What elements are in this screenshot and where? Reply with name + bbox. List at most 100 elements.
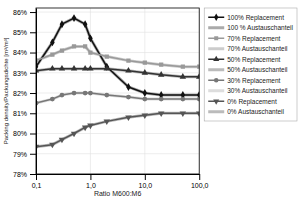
y-tick-label: 79%	[13, 150, 27, 157]
y-tick-mark	[30, 12, 36, 13]
y-tick-label: 85%	[13, 29, 27, 36]
legend-marker	[214, 36, 218, 40]
background	[0, 0, 300, 200]
legend-swatch	[208, 110, 224, 113]
series-marker	[180, 97, 185, 102]
y-tick: 78%	[13, 171, 36, 178]
legend-item: 0% Replacement	[208, 98, 277, 106]
series-line	[36, 46, 199, 66]
legend-label: 70% Replacement	[227, 35, 280, 43]
series-marker	[88, 91, 93, 96]
y-tick: 83%	[13, 70, 36, 77]
legend-marker	[214, 14, 218, 21]
legend-label: 0% Replacement	[227, 98, 277, 106]
y-tick-label: 80%	[13, 130, 27, 137]
series-marker	[104, 120, 110, 126]
series-marker	[72, 91, 77, 96]
legend-label: 30% Austauschanteil	[227, 87, 288, 94]
series-marker	[126, 83, 131, 91]
x-tick-label: 0,1	[32, 182, 42, 189]
series-marker	[60, 93, 65, 98]
plot-frame	[36, 8, 199, 174]
y-tick-mark	[30, 154, 36, 155]
series	[36, 113, 199, 146]
series-marker	[158, 71, 164, 77]
x-tick: 100,0	[191, 174, 209, 189]
legend-item: 70% Replacement	[208, 35, 280, 43]
series-marker	[142, 97, 147, 102]
y-tick-mark	[30, 113, 36, 114]
series	[36, 91, 199, 106]
series-marker	[126, 59, 130, 63]
series-marker	[105, 54, 109, 58]
series	[36, 65, 199, 79]
x-axis-title: Ratio M600:M6	[94, 190, 142, 197]
series-marker	[126, 95, 131, 100]
y-axis-line	[36, 9, 37, 175]
series-marker	[83, 20, 88, 28]
series-marker	[60, 48, 64, 52]
legend-label: 100% Replacement	[227, 14, 284, 22]
series-marker	[83, 91, 88, 96]
series-marker	[105, 63, 110, 71]
series-marker	[181, 65, 185, 69]
series	[36, 18, 199, 95]
y-tick-label: 82%	[13, 90, 27, 97]
y-grid-line	[36, 153, 199, 154]
series-marker	[82, 65, 88, 71]
legend-marker	[213, 56, 219, 61]
series-marker	[143, 61, 147, 65]
legend-label: 30% Replacement	[227, 77, 280, 85]
series-marker	[50, 97, 55, 102]
legend-box	[204, 8, 297, 121]
plot: 0,11,010,0100,078%79%80%81%82%83%84%85%8…	[13, 8, 209, 189]
series-marker	[50, 38, 55, 46]
y-grid-line	[36, 72, 199, 73]
series-line	[36, 46, 199, 66]
series	[36, 14, 199, 99]
y-tick-mark	[30, 53, 36, 54]
x-tick-mark	[36, 174, 37, 180]
series	[36, 46, 199, 66]
series-line	[36, 113, 199, 146]
series-marker	[72, 14, 77, 22]
series-marker	[87, 124, 93, 130]
y-tick-label: 78%	[13, 171, 27, 178]
y-grid-line	[36, 12, 199, 13]
grid	[36, 8, 199, 174]
legend-swatch	[208, 68, 224, 71]
legend: 100% Replacement100 % Austauschanteil70%…	[204, 8, 297, 121]
legend-swatch	[208, 89, 224, 92]
legend-marker	[213, 99, 219, 104]
series-marker	[159, 97, 164, 102]
y-axis: 78%79%80%81%82%83%84%85%86%	[13, 9, 37, 178]
x-tick-mark	[90, 174, 91, 180]
legend-label: 70% Austauschanteil	[227, 45, 288, 52]
series-marker	[88, 50, 92, 54]
series-marker	[49, 143, 55, 149]
series-marker	[59, 65, 65, 71]
x-axis-line	[37, 174, 200, 175]
y-tick-label: 84%	[13, 49, 27, 56]
series-marker	[143, 89, 148, 97]
y-tick: 80%	[13, 130, 36, 137]
legend-item: 50% Austauschanteil	[208, 66, 288, 73]
series-marker	[88, 34, 93, 42]
series-marker	[142, 113, 148, 119]
y-tick: 79%	[13, 150, 36, 157]
legend-swatch	[208, 26, 224, 29]
y-tick: 81%	[13, 110, 36, 117]
y-tick-mark	[30, 73, 36, 74]
series-marker	[82, 126, 88, 132]
x-tick: 0,1	[32, 174, 42, 189]
legend-marker	[214, 78, 219, 83]
y-tick: 82%	[13, 90, 36, 97]
series-marker	[59, 138, 65, 144]
series-marker	[125, 115, 131, 121]
series-marker	[196, 111, 199, 117]
series-marker	[71, 132, 77, 138]
series-line	[36, 18, 199, 95]
legend-item: 30% Replacement	[208, 77, 280, 85]
legend-label: 50% Replacement	[227, 56, 280, 64]
y-grid-line	[36, 32, 199, 33]
